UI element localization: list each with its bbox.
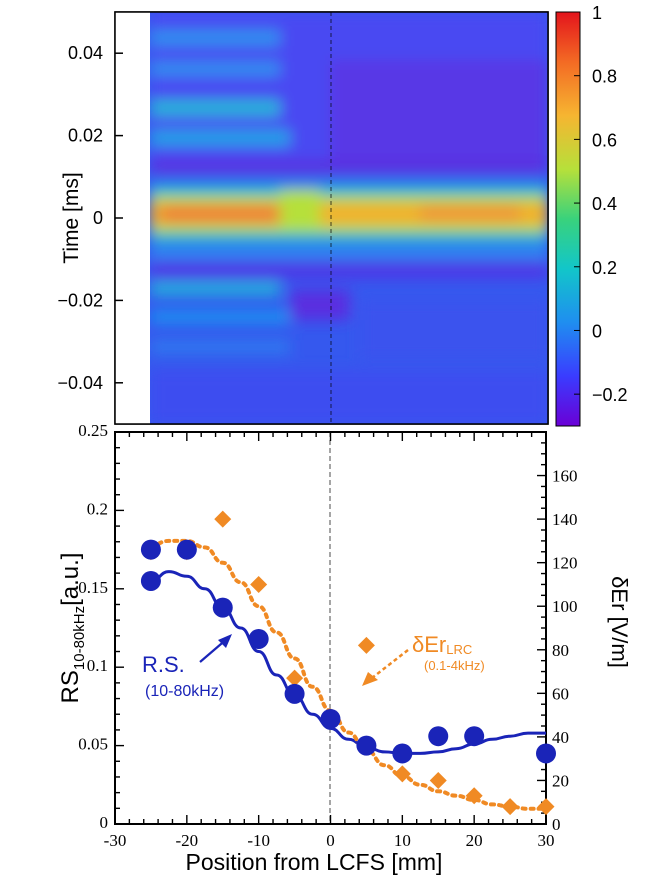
scatter-ticks: -30 -20 -10 0 10 20 3000.050.10.150.20.2502040… [78,421,577,850]
der-data-point [465,787,483,805]
y-tick-label: 0.05 [78,735,108,754]
colorbar-tick-label: 0 [592,321,602,341]
rs-annotation-range: (10-80kHz) [145,683,224,700]
der-annotation-sub: LRC [446,642,472,657]
colorbar-ticks: 1 0.8 0.6 0.4 0.2 0 −0.2 [574,3,628,405]
heatmap-y-tick-label: −0.04 [57,373,103,393]
rs-annotation-arrowhead [218,634,232,648]
y-tick-label: 0.25 [78,421,108,440]
scatter-panel: -30 -20 -10 0 10 20 3000.050.10.150.20.2502040… [57,421,632,875]
y2-tick-label: 140 [552,510,578,529]
y2-tick-label: 120 [552,554,578,573]
heatmap-y-axis-label: Time [ms] [60,172,83,263]
colorbar-tick-label: 1 [592,3,602,23]
rs-annotation-name: R.S. [142,652,185,677]
scatter-y-axis-label: RS10-80kHz[a.u.] [57,553,88,704]
svg-text:RS10-80kHz[a.u.]: RS10-80kHz[a.u.] [57,553,88,704]
colorbar-tick-label: 0.6 [592,130,617,150]
x-tick-label: 0 [326,831,335,850]
der-annotation: δErLRC (0.1-4kHz) [362,632,485,686]
der-data-point [214,510,232,528]
der-data-point [286,669,304,687]
heatmap-y-tick-label: −0.02 [57,290,103,310]
rs-data-point [284,683,305,704]
der-data-point [537,798,555,816]
svg-text:δErLRC: δErLRC [412,632,472,657]
heatmap-y-ticks: 0.04 0.02 0 −0.02 −0.04 [57,43,123,393]
der-fit-curve [148,538,548,811]
y2-tick-label: 20 [552,771,569,790]
rs-data-point [356,735,377,756]
scatter-x-axis-label: Position from LCFS [mm] [186,849,443,875]
y2-tick-label: 40 [552,728,569,747]
y-tick-label: 0.2 [87,499,108,518]
heatmap-image [150,12,548,424]
y-label-unit: [a.u.] [57,553,84,606]
rs-data-point [140,539,161,560]
y2-tick-label: 100 [552,597,578,616]
x-tick-label: 20 [466,831,483,850]
x-tick-label: -30 [104,831,127,850]
y-tick-label: 0.15 [78,578,108,597]
der-annotation-arrowhead [362,672,378,686]
y2-tick-label: 160 [552,467,578,486]
x-tick-label: -10 [247,831,270,850]
der-data-point [250,575,268,593]
rs-data-point [140,570,161,591]
rs-data-point [176,539,197,560]
y2-tick-label: 60 [552,684,569,703]
colorbar [555,11,581,427]
y-tick-label: 0.1 [87,656,108,675]
y2-tick-label: 0 [552,815,561,834]
heatmap-y-tick-label: 0.02 [68,126,103,146]
rs-annotation: R.S. (10-80kHz) [142,634,232,700]
der-annotation-name: δEr [412,632,446,657]
heatmap-y-tick-label: 0 [93,208,103,228]
rs-data-point [392,743,413,764]
rs-data-point [428,726,449,747]
scatter-points [140,510,556,816]
scatter-y2-axis-label: δEr [V/m] [607,576,632,668]
der-data-point [393,765,411,783]
der-data-point [501,798,519,816]
y-tick-label: 0 [100,813,109,832]
rs-data-point [536,743,556,764]
colorbar-tick-label: 0.2 [592,258,617,278]
heatmap-panel: 0.04 0.02 0 −0.02 −0.04 Time [ms] 1 0.8 0.6 0.4… [57,3,628,427]
x-tick-label: 30 [538,831,555,850]
der-data-point [357,636,375,654]
x-tick-label: -20 [175,831,198,850]
rs-data-point [212,597,233,618]
rs-data-point [248,628,269,649]
rs-data-point [464,726,485,747]
der-annotation-arrow [371,649,409,679]
x-tick-label: 10 [394,831,411,850]
der-data-point [429,771,447,789]
y-label-main: RS [57,670,84,703]
y-label-sub: 10-80kHz [71,606,88,670]
colorbar-tick-label: 0.4 [592,194,617,214]
colorbar-tick-label: −0.2 [592,385,628,405]
rs-data-point [320,708,341,729]
colorbar-tick-label: 0.8 [592,67,617,87]
der-annotation-range: (0.1-4kHz) [424,658,485,673]
heatmap-y-tick-label: 0.04 [68,43,103,63]
y2-tick-label: 80 [552,641,569,660]
